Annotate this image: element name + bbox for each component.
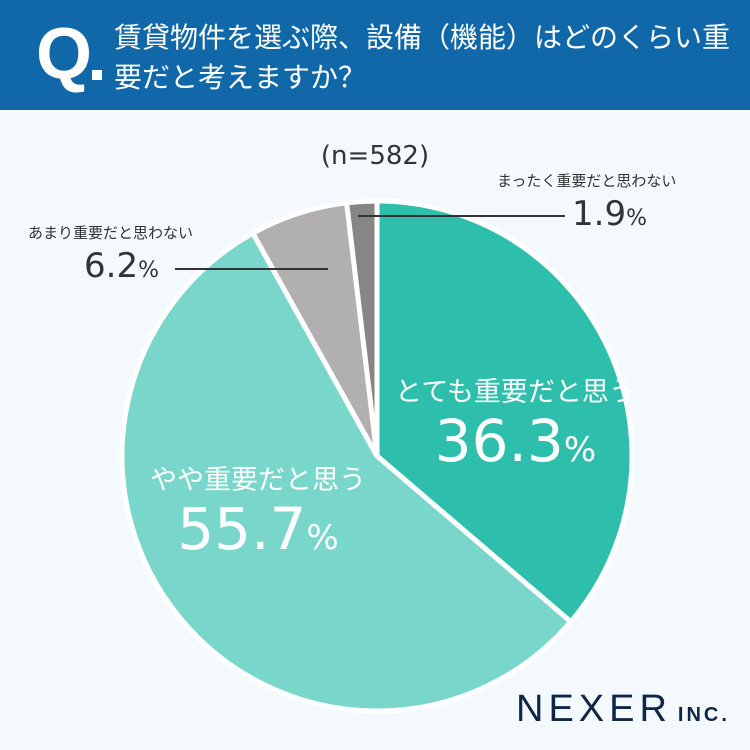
- slice-1-unit: %: [563, 430, 597, 470]
- slice-1-category: とても重要だと思う: [395, 377, 636, 408]
- slice-4-value-label: 1.9%: [572, 194, 647, 234]
- slice-4-category: まったく重要だと思わない: [497, 172, 677, 190]
- pie-slice-1: [374, 198, 635, 625]
- slice-3-unit: %: [138, 258, 159, 283]
- slice-2-category: やや重要だと思う: [150, 465, 366, 496]
- slice-3-value-label: 6.2%: [84, 246, 159, 286]
- sample-size: (n=582): [320, 141, 430, 171]
- slice-3-value: 6.2: [84, 246, 139, 286]
- slice-4-unit: %: [626, 206, 647, 231]
- question-header: Q 賃貸物件を選ぶ際、設備（機能）はどのくらい重要だと考えますか？: [0, 0, 750, 110]
- slice-2-value: 55.7: [177, 495, 307, 563]
- slice-label-1: とても重要だと思う 36.3%: [395, 370, 636, 482]
- logo-suffix: INC.: [677, 704, 730, 726]
- question-title: 賃貸物件を選ぶ際、設備（機能）はどのくらい重要だと考えますか？: [114, 21, 731, 94]
- slice-1-value: 36.3: [434, 407, 564, 475]
- q-mark: Q: [36, 14, 93, 94]
- nexer-logo: NEXER INC.: [516, 688, 730, 731]
- slice-label-2: やや重要だと思う 55.7%: [150, 458, 366, 570]
- pie-slice-4: [344, 198, 380, 459]
- slice-4-value: 1.9: [572, 194, 627, 234]
- slice-3-category: あまり重要だと思わない: [28, 224, 194, 242]
- q-dot: [92, 70, 102, 80]
- pie-slice-2: [119, 230, 574, 714]
- slice-2-unit: %: [306, 518, 339, 558]
- logo-name: NEXER: [516, 688, 672, 730]
